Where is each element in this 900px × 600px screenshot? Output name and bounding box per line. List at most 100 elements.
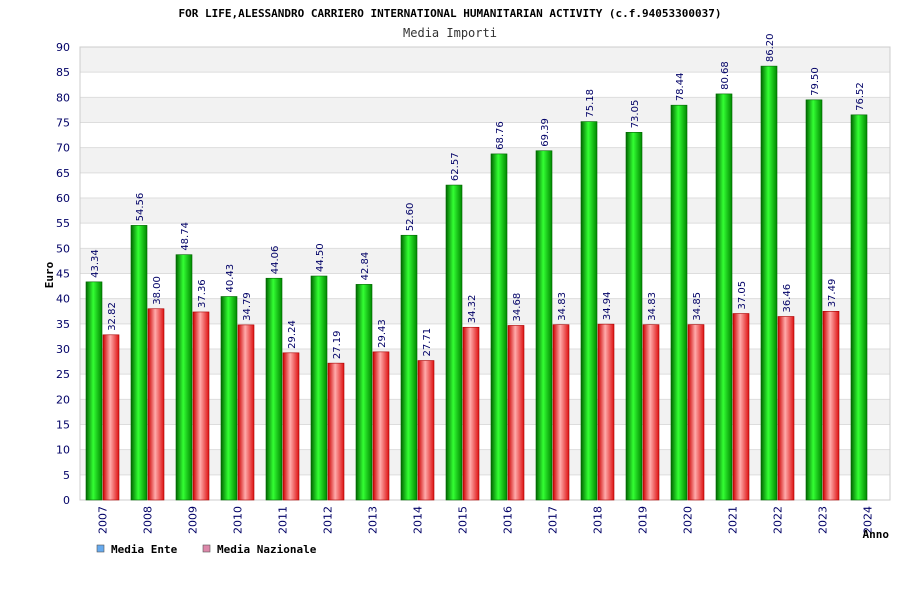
grid-band [80, 47, 890, 73]
grid-band [80, 122, 890, 148]
bars [85, 65, 868, 501]
data-label: 34.85 [692, 292, 703, 321]
x-tick-label: 2012 [322, 506, 335, 534]
data-label: 44.50 [315, 243, 326, 272]
bar-media-ente [220, 296, 238, 501]
data-label: 37.49 [827, 279, 838, 308]
bar-media-ente [670, 104, 688, 501]
y-tick-label: 90 [56, 41, 70, 54]
plot-frame [79, 46, 891, 501]
grid-band [80, 172, 890, 198]
bar-media-nazionale [147, 308, 165, 501]
bar-media-ente [400, 234, 418, 501]
y-tick-label: 25 [56, 368, 70, 381]
bar-media-ente [265, 277, 283, 501]
grid-band [80, 349, 890, 375]
y-tick-label: 15 [56, 419, 70, 432]
bar-media-nazionale [282, 352, 300, 501]
y-tick-label: 75 [56, 117, 70, 130]
data-label: 27.19 [332, 331, 343, 360]
data-label: 62.57 [450, 152, 461, 181]
x-axis-label: Anno [863, 528, 890, 541]
data-label: 75.18 [585, 89, 596, 118]
x-tick-label: 2023 [817, 506, 830, 534]
y-tick-label: 80 [56, 91, 70, 104]
chart-subtitle: Media Importi [403, 26, 497, 40]
legend-swatch [202, 544, 211, 553]
grid-band [80, 198, 890, 224]
grid-band [80, 72, 890, 98]
chart-title: FOR LIFE,ALESSANDRO CARRIERO INTERNATION… [178, 7, 721, 20]
data-label: 69.39 [540, 118, 551, 147]
grid-band [80, 147, 890, 173]
grid-band [80, 298, 890, 324]
data-label: 79.50 [810, 67, 821, 96]
x-tick-label: 2011 [277, 506, 290, 534]
bar-media-nazionale [417, 360, 435, 501]
x-tick-label: 2024 [862, 506, 875, 534]
data-label: 68.76 [495, 121, 506, 150]
y-tick-label: 20 [56, 393, 70, 406]
bar-media-ente [85, 281, 103, 501]
data-label: 34.83 [647, 292, 658, 321]
data-label: 52.60 [405, 203, 416, 232]
data-label: 29.24 [287, 320, 298, 349]
bar-media-ente [850, 114, 868, 501]
data-label: 78.44 [675, 73, 686, 102]
data-label: 34.32 [467, 295, 478, 324]
y-tick-label: 5 [63, 469, 70, 482]
bar-media-nazionale [642, 324, 660, 501]
grid-band [80, 449, 890, 475]
x-tick-label: 2010 [232, 506, 245, 534]
y-tick-label: 85 [56, 66, 70, 79]
grid-band [80, 273, 890, 299]
data-label: 40.43 [225, 264, 236, 293]
data-label: 86.20 [765, 33, 776, 62]
data-label: 48.74 [180, 222, 191, 251]
bar-media-ente [535, 150, 553, 501]
data-label: 34.83 [557, 292, 568, 321]
x-tick-label: 2022 [772, 506, 785, 534]
x-tick-label: 2008 [142, 506, 155, 534]
grid-band [80, 97, 890, 123]
y-tick-label: 50 [56, 242, 70, 255]
data-label: 43.34 [90, 249, 101, 278]
data-label: 37.05 [737, 281, 748, 310]
data-label: 27.71 [422, 328, 433, 357]
x-tick-label: 2009 [187, 506, 200, 534]
grid-band [80, 248, 890, 274]
y-tick-label: 0 [63, 494, 70, 507]
data-label: 42.84 [360, 252, 371, 281]
data-label: 76.52 [855, 82, 866, 111]
legend-label: Media Ente [111, 543, 178, 556]
bar-media-nazionale [507, 325, 525, 501]
data-label: 44.06 [270, 246, 281, 275]
grid-band [80, 424, 890, 450]
data-label: 29.43 [377, 319, 388, 348]
data-label: 38.00 [152, 276, 163, 305]
bar-media-ente [625, 132, 643, 501]
legend-label: Media Nazionale [217, 543, 317, 556]
legend: Media Ente Media Nazionale [96, 543, 317, 556]
x-tick-label: 2020 [682, 506, 695, 534]
data-label: 34.94 [602, 291, 613, 320]
y-tick-label: 60 [56, 192, 70, 205]
x-tick-label: 2017 [547, 506, 560, 534]
x-tick-label: 2021 [727, 506, 740, 534]
bar-media-ente [355, 284, 373, 501]
grid-band [80, 399, 890, 425]
y-axis-label: Euro [43, 261, 56, 288]
data-label: 32.82 [107, 302, 118, 331]
grid-band [80, 374, 890, 400]
bar-media-ente [580, 121, 598, 501]
bar-media-ente [715, 93, 733, 501]
data-label: 37.36 [197, 279, 208, 308]
bar-media-nazionale [237, 324, 255, 501]
bar-media-nazionale [552, 324, 570, 501]
bar-media-nazionale [102, 334, 120, 501]
bar-media-nazionale [822, 311, 840, 501]
grid-band [80, 223, 890, 249]
bar-media-nazionale [687, 324, 705, 501]
bar-media-ente [130, 225, 148, 501]
